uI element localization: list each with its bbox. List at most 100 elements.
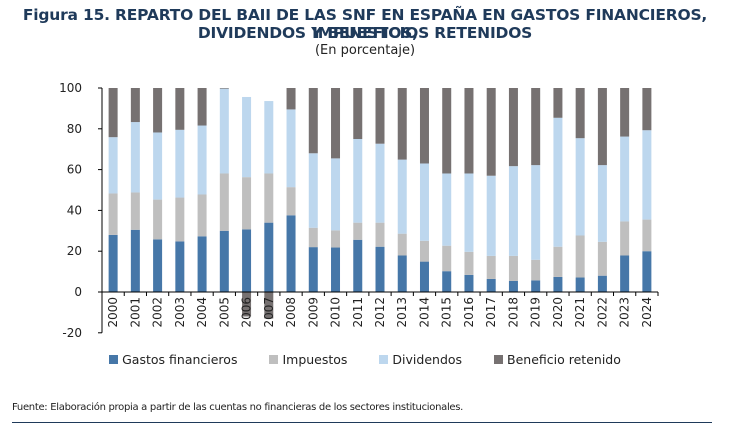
bar-segment-1 xyxy=(442,245,452,272)
x-tick-label: 2013 xyxy=(395,297,409,328)
bar-segment-1 xyxy=(597,241,607,276)
bar-segment-3 xyxy=(642,88,652,131)
bar-segment-3 xyxy=(553,88,563,118)
bar-segment-2 xyxy=(464,173,474,252)
x-tick-label: 2004 xyxy=(195,297,209,328)
bar-segment-1 xyxy=(242,177,252,230)
x-tick-label: 2019 xyxy=(529,297,543,328)
legend-label: Gastos financieros xyxy=(122,352,238,367)
legend-label: Impuestos xyxy=(282,352,348,367)
bar-segment-1 xyxy=(464,251,474,275)
bar-segment-0 xyxy=(597,275,607,292)
bar-segment-1 xyxy=(130,192,140,230)
bar-segment-2 xyxy=(575,138,585,236)
bar-segment-0 xyxy=(308,247,318,292)
bar-segment-2 xyxy=(553,117,563,247)
bar-segment-1 xyxy=(197,194,207,237)
bar-segment-1 xyxy=(108,193,118,235)
bar-segment-1 xyxy=(264,173,274,223)
bar-segment-3 xyxy=(597,88,607,166)
bar-segment-3 xyxy=(197,88,207,126)
bar-segment-3 xyxy=(508,88,518,167)
bar-segment-3 xyxy=(620,88,630,137)
legend-swatch xyxy=(109,355,119,364)
bar-segment-3 xyxy=(442,88,452,174)
bar-segment-1 xyxy=(642,219,652,252)
bar-segment-2 xyxy=(264,101,274,174)
bar-segment-2 xyxy=(642,130,652,220)
chart-title: Figura 15. REPARTO DEL BAII DE LAS SNF E… xyxy=(22,6,708,42)
x-tick-label: 2003 xyxy=(173,297,187,328)
bar-segment-1 xyxy=(353,222,363,240)
chart-title-line2: DIVIDENDOS Y BENEFICIOS RETENIDOS xyxy=(197,24,533,42)
bar-segment-1 xyxy=(219,173,229,231)
bar-segment-2 xyxy=(531,165,541,260)
bar-segment-0 xyxy=(264,222,274,292)
y-tick-label: 40 xyxy=(67,203,82,217)
x-tick-label: 2011 xyxy=(351,297,365,328)
legend-swatch xyxy=(379,355,389,364)
x-tick-label: 2012 xyxy=(373,297,387,328)
bar-segment-0 xyxy=(575,277,585,292)
legend: Gastos financieros Impuestos Dividendos … xyxy=(0,352,730,367)
legend-item-gastos: Gastos financieros xyxy=(109,352,237,367)
bar-segment-0 xyxy=(242,229,252,292)
bar-segment-1 xyxy=(308,227,318,248)
x-tick-label: 2024 xyxy=(640,297,654,328)
bar-segment-3 xyxy=(331,88,341,159)
bar-segment-0 xyxy=(464,274,474,292)
bar-segment-2 xyxy=(108,137,118,194)
bar-segment-2 xyxy=(175,129,185,198)
x-tick-label: 2016 xyxy=(462,297,476,328)
x-tick-label: 2007 xyxy=(262,297,276,328)
bar-segment-1 xyxy=(375,222,385,247)
legend-swatch xyxy=(494,355,504,364)
bar-segment-2 xyxy=(219,88,229,174)
bar-segment-3 xyxy=(264,292,274,319)
bar-segment-0 xyxy=(397,255,407,292)
bar-segment-2 xyxy=(397,159,407,234)
bar-segment-1 xyxy=(508,255,518,281)
bar-segment-3 xyxy=(531,88,541,166)
bar-segment-3 xyxy=(242,292,252,317)
bar-segment-0 xyxy=(153,239,163,292)
bar-segment-2 xyxy=(153,132,163,200)
y-tick-label: 20 xyxy=(67,244,82,258)
bar-segment-0 xyxy=(642,251,652,292)
x-tick-label: 2005 xyxy=(217,297,231,328)
bar-segment-3 xyxy=(419,88,429,164)
bar-segment-1 xyxy=(175,197,185,242)
bar-segment-0 xyxy=(442,271,452,292)
x-tick-label: 2022 xyxy=(595,297,609,328)
bar-segment-1 xyxy=(553,246,563,277)
y-tick-label: -20 xyxy=(62,326,82,340)
bar-segment-3 xyxy=(486,88,496,176)
bar-segment-0 xyxy=(486,278,496,292)
bar-segment-3 xyxy=(175,88,185,130)
bar-segment-0 xyxy=(553,276,563,292)
bar-segment-1 xyxy=(331,230,341,248)
bar-segment-2 xyxy=(197,125,207,195)
y-tick-label: 0 xyxy=(74,285,82,299)
bar-segment-0 xyxy=(620,255,630,292)
x-tick-label: 2023 xyxy=(618,297,632,328)
x-tick-label: 2020 xyxy=(551,297,565,328)
x-tick-label: 2010 xyxy=(329,297,343,328)
x-tick-label: 2000 xyxy=(106,297,120,328)
bar-segment-2 xyxy=(375,143,385,223)
bar-segment-1 xyxy=(286,187,296,216)
footer-rule xyxy=(12,422,712,423)
bar-segment-2 xyxy=(130,122,140,193)
x-tick-label: 2018 xyxy=(506,297,520,328)
bar-segment-0 xyxy=(130,229,140,292)
x-tick-label: 2001 xyxy=(128,297,142,328)
legend-label: Beneficio retenido xyxy=(507,352,621,367)
bar-segment-0 xyxy=(108,234,118,292)
bar-segment-1 xyxy=(575,235,585,278)
legend-swatch xyxy=(269,355,279,364)
bar-segment-0 xyxy=(331,247,341,292)
bar-segment-1 xyxy=(397,233,407,256)
bar-segment-3 xyxy=(219,88,229,89)
bar-segment-2 xyxy=(508,166,518,256)
bar-segment-3 xyxy=(575,88,585,139)
